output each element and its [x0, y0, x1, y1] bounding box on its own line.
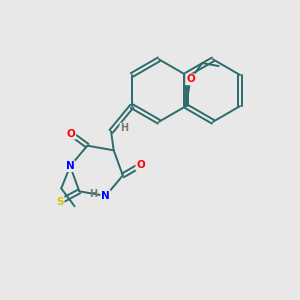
Text: S: S — [56, 197, 64, 207]
Text: N: N — [101, 191, 110, 201]
Text: O: O — [186, 74, 195, 84]
Text: O: O — [136, 160, 145, 170]
Text: N: N — [66, 161, 74, 171]
Text: H: H — [120, 124, 128, 134]
Text: H: H — [89, 189, 97, 199]
Text: O: O — [67, 129, 75, 139]
